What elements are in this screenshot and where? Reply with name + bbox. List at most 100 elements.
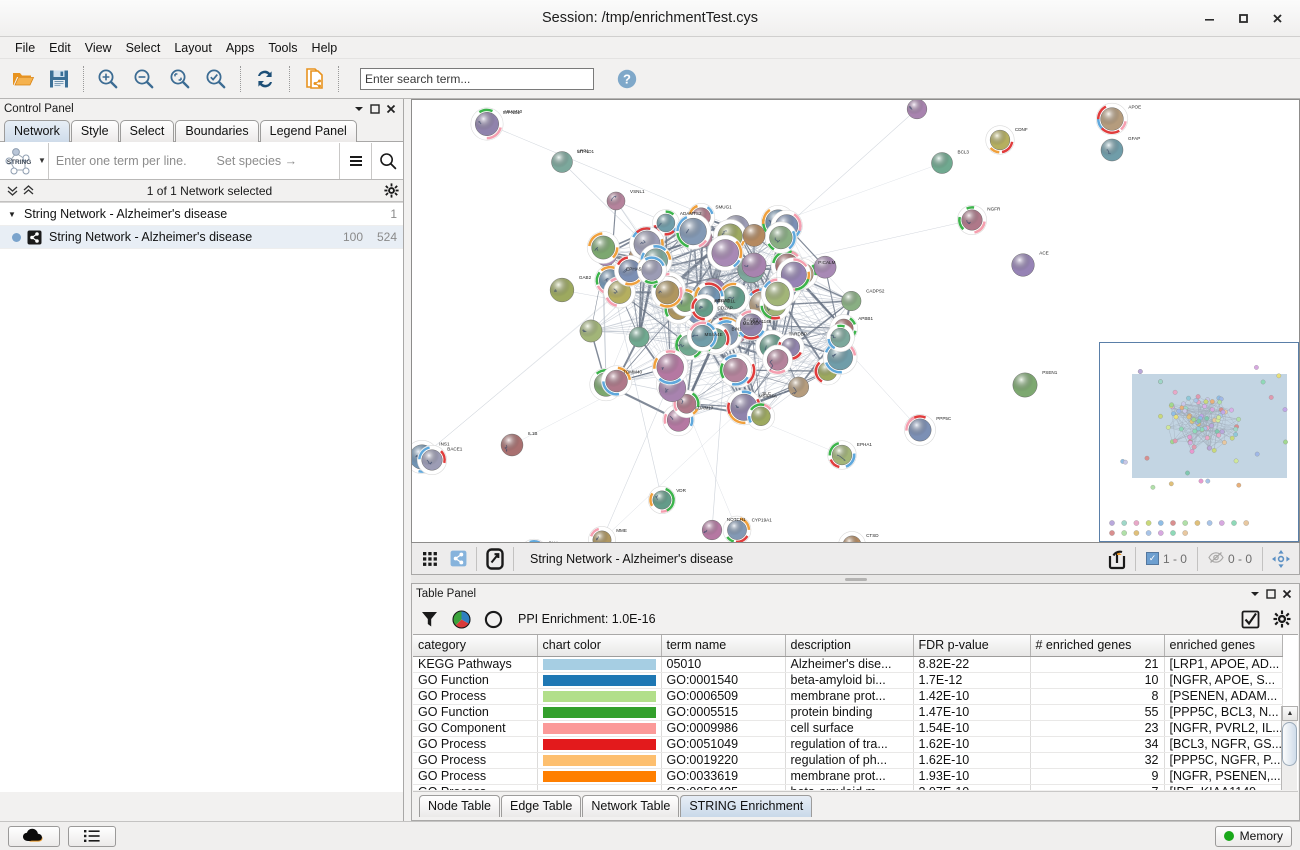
table-row[interactable]: GO Process GO:0006509 membrane prot... 1.42… — [413, 688, 1283, 705]
select-all-icon[interactable] — [1239, 607, 1261, 631]
center-view-icon[interactable] — [1267, 546, 1295, 572]
list-icon[interactable] — [68, 825, 116, 847]
network-node[interactable] — [651, 276, 684, 309]
network-node[interactable] — [628, 326, 650, 348]
scroll-up-arrow-icon[interactable]: ▲ — [1282, 706, 1298, 721]
col-header-fdr-pvalue[interactable]: FDR p-value — [913, 635, 1031, 657]
menu-edit[interactable]: Edit — [49, 40, 71, 55]
share-network-icon[interactable] — [444, 546, 472, 572]
network-node[interactable] — [707, 234, 744, 272]
network-node[interactable] — [906, 100, 928, 120]
network-node[interactable] — [588, 526, 616, 542]
zoom-selected-icon[interactable] — [199, 62, 233, 96]
chart-color-icon[interactable] — [450, 607, 472, 631]
string-logo-icon[interactable]: STRING — [0, 143, 42, 179]
set-species-link[interactable]: Set species → — [216, 153, 298, 168]
network-node[interactable] — [735, 309, 768, 341]
network-node[interactable] — [417, 445, 447, 475]
menu-view[interactable]: View — [84, 40, 112, 55]
col-header-description[interactable]: description — [785, 635, 914, 657]
table-row[interactable]: KEGG Pathways 05010 Alzheimer's dise... 8.8… — [413, 656, 1283, 673]
network-node[interactable] — [586, 231, 620, 264]
table-row[interactable]: GO Function GO:0005515 protein binding 1.47… — [413, 704, 1283, 721]
col-header-category[interactable]: category — [413, 635, 538, 657]
network-canvas[interactable]: MT-ND2 MT-ND1 VSNL1 GAB2 INS1 IL1B CLU MME CYP19… — [411, 99, 1300, 543]
network-node[interactable] — [788, 376, 809, 398]
network-node[interactable] — [718, 353, 752, 387]
network-node[interactable] — [686, 320, 718, 352]
menu-layout[interactable]: Layout — [174, 40, 212, 55]
hidden-nodes-indicator[interactable]: 0 - 0 — [1202, 551, 1258, 567]
network-node[interactable] — [500, 433, 524, 457]
network-node[interactable] — [520, 538, 548, 542]
network-node[interactable] — [551, 151, 573, 173]
enrichment-table-wrapper[interactable]: category chart color term name descripti… — [413, 634, 1298, 790]
network-node[interactable] — [985, 125, 1015, 155]
network-node[interactable] — [470, 107, 504, 141]
scrollbar-thumb[interactable] — [1282, 722, 1297, 766]
zoom-in-icon[interactable] — [91, 62, 125, 96]
close-button[interactable] — [1260, 4, 1294, 34]
network-node[interactable] — [838, 531, 866, 542]
float-panel-icon[interactable] — [367, 101, 383, 117]
string-term-input[interactable]: Enter one term per line. Set species → — [47, 142, 339, 179]
expand-all-icon[interactable] — [20, 183, 36, 199]
chevron-down-icon[interactable] — [351, 101, 367, 117]
table-row[interactable]: GO Function GO:0001540 beta-amyloid bi... 1… — [413, 672, 1283, 689]
network-node[interactable] — [606, 191, 626, 211]
table-vertical-scrollbar[interactable]: ▲ ▼ — [1281, 706, 1298, 790]
network-node[interactable] — [600, 365, 633, 397]
network-node[interactable] — [674, 330, 705, 361]
network-node[interactable] — [826, 323, 855, 352]
network-node[interactable] — [690, 293, 718, 322]
open-folder-icon[interactable] — [6, 62, 40, 96]
col-header-enriched-genes[interactable]: enriched genes — [1164, 635, 1283, 657]
refresh-icon[interactable] — [248, 62, 282, 96]
menu-help[interactable]: Help — [311, 40, 338, 55]
network-node[interactable] — [675, 213, 712, 250]
tree-row-network[interactable]: String Network - Alzheimer's disease 100… — [0, 226, 403, 249]
maximize-button[interactable] — [1226, 4, 1260, 34]
tree-expand-icon[interactable]: ▼ — [8, 209, 16, 219]
grid-layout-icon[interactable] — [416, 546, 444, 572]
network-node[interactable] — [841, 291, 862, 312]
network-node[interactable] — [813, 255, 837, 279]
save-icon[interactable] — [42, 62, 76, 96]
network-node[interactable] — [614, 255, 646, 287]
export-image-icon[interactable] — [1103, 546, 1131, 572]
network-node[interactable] — [742, 224, 766, 247]
network-node[interactable] — [701, 519, 723, 541]
gear-icon[interactable] — [383, 183, 399, 199]
network-node[interactable] — [957, 205, 987, 235]
tab-legend-panel[interactable]: Legend Panel — [259, 120, 357, 142]
menu-apps[interactable]: Apps — [225, 40, 255, 55]
filter-icon[interactable] — [418, 607, 440, 631]
network-node[interactable] — [764, 221, 797, 254]
tree-row-root[interactable]: ▼ String Network - Alzheimer's disease 1 — [0, 203, 403, 226]
annotation-icon[interactable] — [481, 546, 509, 572]
network-node[interactable] — [652, 209, 680, 237]
network-node[interactable] — [652, 349, 689, 386]
menu-file[interactable]: File — [15, 40, 36, 55]
network-node[interactable] — [636, 255, 667, 286]
selected-nodes-indicator[interactable]: ✓ 1 - 0 — [1140, 552, 1193, 566]
birdseye-overview[interactable] — [1099, 342, 1299, 542]
col-header-chart-color[interactable]: chart color — [537, 635, 662, 657]
panel-splitter[interactable] — [411, 575, 1300, 583]
network-node[interactable] — [648, 486, 676, 514]
col-header-enriched-count[interactable]: # enriched genes — [1030, 635, 1165, 657]
cloud-icon[interactable] — [8, 825, 60, 847]
col-header-term-name[interactable]: term name — [661, 635, 786, 657]
network-node[interactable] — [722, 515, 752, 542]
tab-select[interactable]: Select — [119, 120, 175, 142]
tab-boundaries[interactable]: Boundaries — [175, 120, 259, 142]
export-network-icon[interactable] — [297, 62, 331, 96]
network-node[interactable] — [827, 440, 857, 470]
minimize-button[interactable] — [1192, 4, 1226, 34]
network-node[interactable] — [579, 319, 603, 343]
table-row[interactable]: GO Process GO:0033619 membrane prot... 1.93… — [413, 768, 1283, 785]
collapse-all-icon[interactable] — [4, 183, 20, 199]
network-node[interactable] — [931, 152, 953, 174]
search-input[interactable] — [360, 67, 594, 90]
tab-node-table[interactable]: Node Table — [419, 795, 501, 817]
